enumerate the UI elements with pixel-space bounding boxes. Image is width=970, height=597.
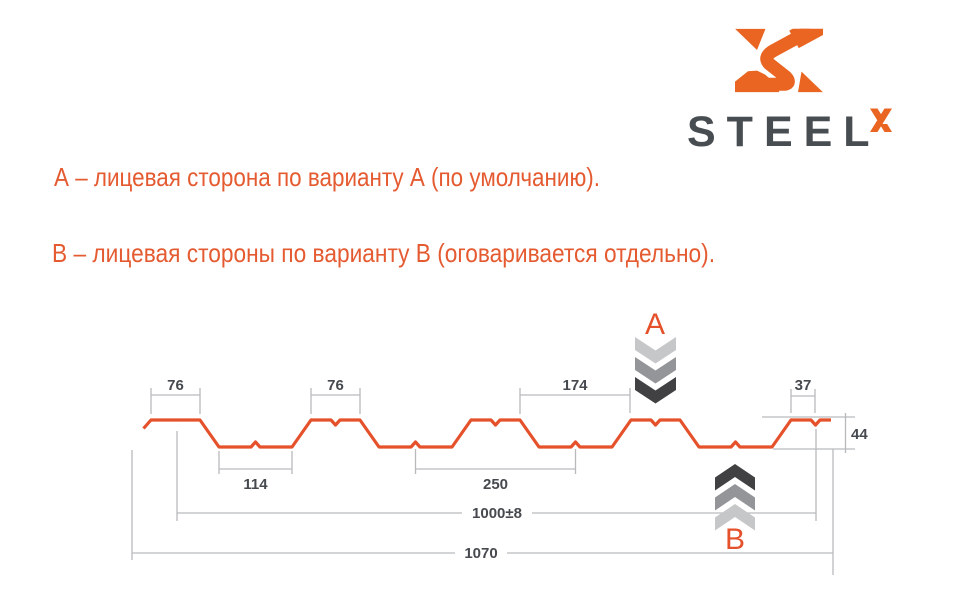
- svg-text:B: B: [725, 523, 745, 556]
- svg-text:A: A: [645, 308, 665, 341]
- svg-text:76: 76: [167, 377, 184, 394]
- svg-text:В – лицевая стороны по вариант: В – лицевая стороны по варианту В (огова…: [52, 238, 715, 268]
- svg-text:44: 44: [851, 426, 868, 443]
- svg-text:А – лицевая сторона по вариант: А – лицевая сторона по варианту А (по ум…: [54, 162, 600, 192]
- svg-text:250: 250: [483, 476, 508, 493]
- svg-text:1070: 1070: [464, 545, 497, 562]
- svg-text:37: 37: [795, 377, 812, 394]
- svg-text:76: 76: [327, 377, 344, 394]
- svg-text:114: 114: [243, 476, 268, 493]
- svg-text:STEEL: STEEL: [687, 108, 881, 156]
- svg-text:174: 174: [562, 377, 588, 394]
- svg-text:1000±8: 1000±8: [472, 505, 522, 522]
